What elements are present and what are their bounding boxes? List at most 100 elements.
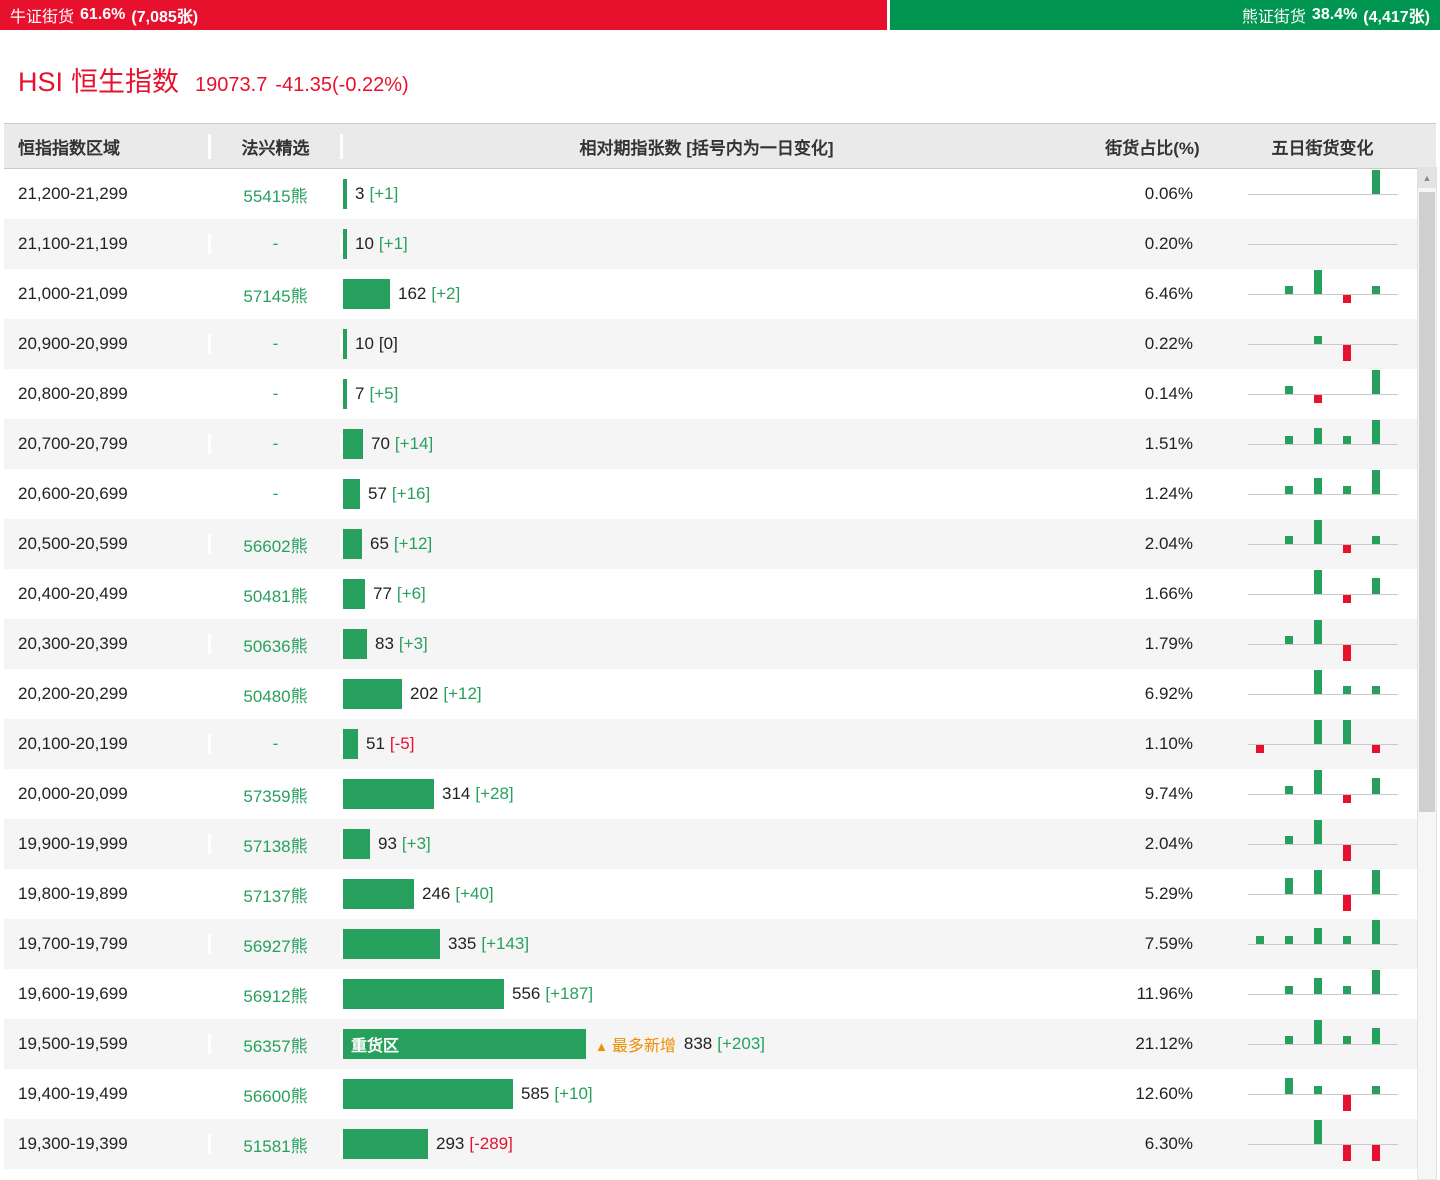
- table-row: 19,800-19,899 57137熊 246 [+40] 5.29%: [4, 869, 1436, 919]
- contracts-bar: 重货区: [343, 1029, 586, 1059]
- header-contracts: 相对期指张数 [括号内为一日变化]: [579, 138, 834, 158]
- sparkline-baseline: [1247, 644, 1398, 645]
- spark-bar: [1313, 670, 1322, 694]
- pick-link[interactable]: 56357熊: [243, 1036, 308, 1056]
- contracts-bar: [343, 329, 347, 359]
- pick-link[interactable]: 57138熊: [243, 836, 308, 856]
- sparkline: [1247, 670, 1398, 716]
- spark-bar: [1371, 778, 1380, 794]
- spark-bar: [1371, 745, 1380, 753]
- spark-cell: [1235, 222, 1410, 266]
- spark-cell: [1235, 570, 1410, 616]
- pick-cell: 56602熊: [211, 531, 343, 557]
- pick-link[interactable]: 50636熊: [243, 636, 308, 656]
- pick-link[interactable]: 57137熊: [243, 886, 308, 906]
- contracts-value: 65: [370, 534, 389, 553]
- pct-cell: 6.92%: [1144, 684, 1193, 703]
- sparkline: [1247, 720, 1398, 766]
- scrollbar-thumb[interactable]: [1419, 192, 1435, 812]
- pick-link[interactable]: 51581熊: [243, 1136, 308, 1156]
- spark-bar: [1313, 520, 1322, 544]
- spark-bar: [1313, 770, 1322, 794]
- spark-cell: [1235, 770, 1410, 816]
- contracts-change: [-5]: [389, 734, 415, 753]
- spark-bar: [1371, 1028, 1380, 1044]
- range-cell: 21,200-21,299: [4, 184, 211, 204]
- pct-cell: 1.10%: [1144, 734, 1193, 753]
- pick-link[interactable]: 56927熊: [243, 936, 308, 956]
- sparkline: [1247, 222, 1398, 266]
- contracts-change: [+1]: [378, 234, 408, 253]
- spark-bar: [1284, 836, 1293, 844]
- pct-cell: 0.20%: [1144, 234, 1193, 253]
- spark-bar: [1313, 1120, 1322, 1144]
- vertical-scrollbar[interactable]: ▲: [1417, 167, 1437, 1180]
- scroll-up-button[interactable]: ▲: [1418, 168, 1436, 188]
- sparkline-baseline: [1247, 944, 1398, 945]
- contracts-bar: [343, 629, 367, 659]
- pct-cell: 21.12%: [1135, 1034, 1193, 1053]
- spark-bar: [1342, 795, 1351, 803]
- pct-cell: 0.22%: [1144, 334, 1193, 353]
- pick-link[interactable]: 50481熊: [243, 586, 308, 606]
- sparkline-baseline: [1247, 594, 1398, 595]
- sparkline: [1247, 420, 1398, 466]
- pick-link[interactable]: 56600熊: [243, 1086, 308, 1106]
- spark-bar: [1284, 536, 1293, 544]
- pick-link[interactable]: 50480熊: [243, 686, 308, 706]
- spark-bar: [1284, 1078, 1293, 1094]
- pick-cell: 51581熊: [211, 1131, 343, 1157]
- contracts-cell: 51 [-5]: [343, 729, 1070, 759]
- sparkline: [1247, 820, 1398, 866]
- contracts-bar: [343, 279, 390, 309]
- spark-bar: [1313, 978, 1322, 994]
- contracts-bar: [343, 729, 358, 759]
- range-cell: 20,000-20,099: [4, 784, 211, 804]
- pick-cell: 57137熊: [211, 881, 343, 907]
- contracts-cell: 202 [+12]: [343, 679, 1070, 709]
- contracts-bar: [343, 479, 360, 509]
- spark-cell: [1235, 920, 1410, 966]
- contracts-cell: 293 [-289]: [343, 1129, 1070, 1159]
- spark-bar: [1342, 295, 1351, 303]
- pick-link[interactable]: 56602熊: [243, 536, 308, 556]
- contracts-bar: [343, 979, 504, 1009]
- contracts-cell: 57 [+16]: [343, 479, 1070, 509]
- pick-cell: 57145熊: [211, 281, 343, 307]
- pick-link[interactable]: 57359熊: [243, 786, 308, 806]
- sparkline: [1247, 170, 1398, 216]
- sparkline: [1247, 620, 1398, 666]
- table-row: 19,400-19,499 56600熊 585 [+10] 12.60%: [4, 1069, 1436, 1119]
- spark-bar: [1342, 345, 1351, 361]
- pick-link[interactable]: 57145熊: [243, 286, 308, 306]
- spark-bar: [1313, 1086, 1322, 1094]
- sparkline-baseline: [1247, 1144, 1398, 1145]
- spark-bar: [1342, 986, 1351, 994]
- pick-link[interactable]: 56912熊: [243, 986, 308, 1006]
- contracts-bar: [343, 429, 363, 459]
- contracts-value: 83: [375, 634, 394, 653]
- contracts-cell: 10 [0]: [343, 329, 1070, 359]
- index-code: HSI: [18, 67, 64, 97]
- sparkline-baseline: [1247, 994, 1398, 995]
- pick-link: -: [272, 334, 279, 353]
- sparkline-baseline: [1247, 894, 1398, 895]
- sparkline-baseline: [1247, 294, 1398, 295]
- contracts-cell: 162 [+2]: [343, 279, 1070, 309]
- spark-cell: [1235, 1072, 1410, 1116]
- sparkline: [1247, 1020, 1398, 1066]
- spark-bar: [1284, 986, 1293, 994]
- sparkline-baseline: [1247, 794, 1398, 795]
- spark-bar: [1371, 286, 1380, 294]
- pct-cell: 5.29%: [1144, 884, 1193, 903]
- sparkline-baseline: [1247, 744, 1398, 745]
- pct-cell: 1.66%: [1144, 584, 1193, 603]
- pick-link[interactable]: 55415熊: [243, 186, 308, 206]
- sparkline-baseline: [1247, 844, 1398, 845]
- contracts-value: 556: [512, 984, 541, 1003]
- spark-bar: [1371, 1145, 1380, 1161]
- cbbc-table: 恒指指数区域 法兴精选 相对期指张数 [括号内为一日变化] 街货占比(%) 五日…: [4, 123, 1436, 1169]
- spark-bar: [1371, 420, 1380, 444]
- pct-cell: 0.14%: [1144, 384, 1193, 403]
- spark-bar: [1313, 336, 1322, 344]
